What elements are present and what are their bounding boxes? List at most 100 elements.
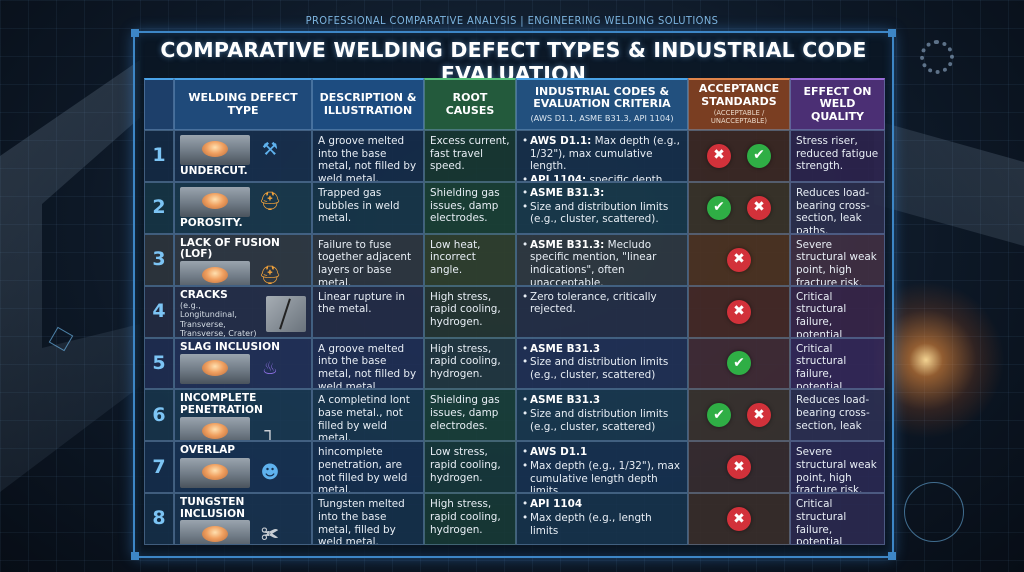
- defect-name: TUNGSTEN INCLUSION: [180, 496, 246, 520]
- root-causes-cell: Low stress, rapid cooling, hydrogen.: [424, 441, 516, 494]
- code-name: AWS D1.1: [530, 446, 588, 459]
- header-root-causes-label: ROOT CAUSES: [445, 90, 495, 117]
- weld-cross-section-illustration: [180, 186, 250, 217]
- accept-check-icon: ✔: [707, 195, 731, 220]
- root-causes-cell: Shielding gas issues, damp electrodes.: [424, 181, 516, 234]
- header-acceptance-label: ACCEPTANCE STANDARDS: [698, 82, 780, 108]
- code-item: ASME B31.3:: [522, 187, 682, 200]
- acceptance-cell: ✖: [688, 441, 790, 494]
- effect-cell: Critical structural failure, potential c…: [790, 337, 885, 390]
- weld-cross-section-illustration: [180, 261, 250, 285]
- row-number: 1: [144, 130, 174, 182]
- codes-cell: API 1104Max depth (e.g., length limits: [516, 493, 688, 545]
- code-criteria: specific depth and length limits.: [589, 174, 663, 182]
- row-number: 8: [144, 493, 174, 545]
- acceptance-cell: ✖: [688, 285, 790, 338]
- code-item: Size and distribution limits (e.g., clus…: [522, 356, 682, 381]
- codes-cell: ASME B31.3:Size and distribution limits …: [516, 181, 688, 234]
- inspector-icon: ☻: [260, 462, 280, 484]
- codes-cell: ASME B31.3Size and distribution limits (…: [516, 337, 688, 390]
- defect-type-row: ☻: [180, 457, 306, 489]
- effect-cell: Stress riser, reduced fatigue strength.: [790, 130, 885, 182]
- codes-cell: AWS D1.1Max depth (e.g., 1/32"), max cum…: [516, 441, 688, 494]
- header-effect: EFFECT ON WELD QUALITY: [790, 78, 885, 130]
- weld-cross-section-illustration: [180, 416, 250, 441]
- panel-corner: [888, 552, 896, 560]
- code-item: Zero tolerance, critically rejected.: [522, 291, 682, 316]
- header-codes: INDUSTRIAL CODES & EVALUATION CRITERIA (…: [516, 78, 688, 130]
- code-name: API 1104: [530, 498, 583, 511]
- codes-list: ASME B31.3Size and distribution limits (…: [522, 343, 682, 382]
- hard-hat-icon: ⛑: [258, 191, 282, 212]
- defect-type-row: ┐: [180, 416, 306, 442]
- code-item: Max depth (e.g., length limits: [522, 512, 682, 537]
- joint-icon: ┐: [264, 420, 276, 442]
- codes-list: AWS D1.1: Max depth (e.g., 1/32"), max c…: [522, 135, 682, 182]
- code-criteria: Size and distribution limits (e.g., clus…: [530, 356, 669, 381]
- code-item: API 1104: [522, 498, 682, 511]
- accept-check-icon: ✔: [747, 143, 771, 168]
- acceptance-cell: ✖: [688, 493, 790, 545]
- acceptance-cell: ✔ ✖: [688, 181, 790, 234]
- code-name: API 1104:: [530, 174, 587, 182]
- hard-hat-icon: ⛑: [258, 265, 282, 286]
- header-effect-label: EFFECT ON WELD QUALITY: [803, 84, 872, 123]
- codes-list: ASME B31.3:Size and distribution limits …: [522, 187, 682, 226]
- weld-cross-section-illustration: [180, 520, 250, 545]
- row-number: 5: [144, 337, 174, 390]
- reject-x-icon: ✖: [707, 143, 731, 168]
- code-item: AWS D1.1: [522, 446, 682, 459]
- header-description-label: DESCRIPTION & ILLUSTRATION: [319, 90, 417, 117]
- header-codes-label: INDUSTRIAL CODES & EVALUATION CRITERIA: [533, 84, 671, 111]
- defect-name: POROSITY.: [180, 217, 243, 230]
- description-cell: Tungsten melted into the base metal, fil…: [312, 493, 424, 545]
- code-name: AWS D1.1:: [530, 135, 592, 147]
- defect-name: CRACKS: [180, 288, 228, 301]
- defect-name: OVERLAP: [180, 444, 236, 457]
- code-criteria: Mecludo specific mention, "linear indica…: [530, 238, 657, 286]
- defect-type-cell: TUNGSTEN INCLUSION ✀: [174, 493, 312, 545]
- defect-type-cell: SLAG INCLUSION ♨: [174, 337, 312, 390]
- description-cell: Failure to fuse together adjacent layers…: [312, 233, 424, 286]
- description-cell: Trapped gas bubbles in weld metal.: [312, 181, 424, 234]
- torch-icon: ✀: [261, 524, 279, 545]
- welding-sparks-illustration: [874, 280, 1004, 440]
- codes-list: ASME B31.3Size and distribution limits (…: [522, 394, 682, 433]
- code-criteria: Size and distribution limits (e.g., clus…: [530, 408, 669, 433]
- gear-icon: [920, 40, 954, 74]
- root-causes-cell: High stress, rapid cooling, hydrogen.: [424, 493, 516, 545]
- code-name: ASME B31.3:: [530, 186, 605, 199]
- weld-cross-section-illustration: [180, 458, 250, 488]
- defect-type-row: ⚒: [180, 134, 306, 166]
- row-number: 7: [144, 441, 174, 494]
- description-cell: A completind lont base metal., not fille…: [312, 389, 424, 442]
- effect-cell: Critical structural failure, potential c…: [790, 493, 885, 545]
- description-cell: A groove melted into the base metal, not…: [312, 337, 424, 390]
- defect-comparison-table: WELDING DEFECT TYPE DESCRIPTION & ILLUST…: [144, 78, 885, 545]
- codes-cell: Zero tolerance, critically rejected.: [516, 285, 688, 338]
- defect-name: UNDERCUT.: [180, 165, 248, 178]
- description-cell: A groove melted into the base metal, not…: [312, 130, 424, 182]
- header-number: [144, 78, 174, 130]
- description-cell: Linear rupture in the metal.: [312, 285, 424, 338]
- reject-x-icon: ✖: [747, 403, 771, 428]
- header-defect-type: WELDING DEFECT TYPE: [174, 78, 312, 130]
- accept-check-icon: ✔: [727, 351, 751, 376]
- row-number: 3: [144, 233, 174, 286]
- code-criteria: Max depth (e.g., length limits: [530, 511, 652, 537]
- panel-corner: [888, 29, 896, 37]
- acceptance-cell: ✖: [688, 233, 790, 286]
- header-description: DESCRIPTION & ILLUSTRATION: [312, 78, 424, 130]
- code-item: Max depth (e.g., 1/32"), max cumulative …: [522, 460, 682, 492]
- defect-type-row: ⛑: [180, 261, 306, 286]
- codes-list: API 1104Max depth (e.g., length limits: [522, 498, 682, 537]
- root-causes-cell: Excess current, fast travel speed.: [424, 130, 516, 182]
- defect-type-cell: OVERLAP ☻: [174, 441, 312, 494]
- header-root-causes: ROOT CAUSES: [424, 78, 516, 130]
- header-acceptance: ACCEPTANCE STANDARDS (ACCEPTABLE / UNACC…: [688, 78, 790, 130]
- codes-list: ASME B31.3: Mecludo specific mention, "l…: [522, 238, 682, 286]
- root-causes-cell: Shielding gas issues, damp electrodes.: [424, 389, 516, 442]
- root-causes-cell: High stress, rapid cooling, hydrogen.: [424, 337, 516, 390]
- code-criteria: Size and distribution limits (e.g., clus…: [530, 200, 669, 226]
- defect-type-cell: ⚒ UNDERCUT.: [174, 130, 312, 182]
